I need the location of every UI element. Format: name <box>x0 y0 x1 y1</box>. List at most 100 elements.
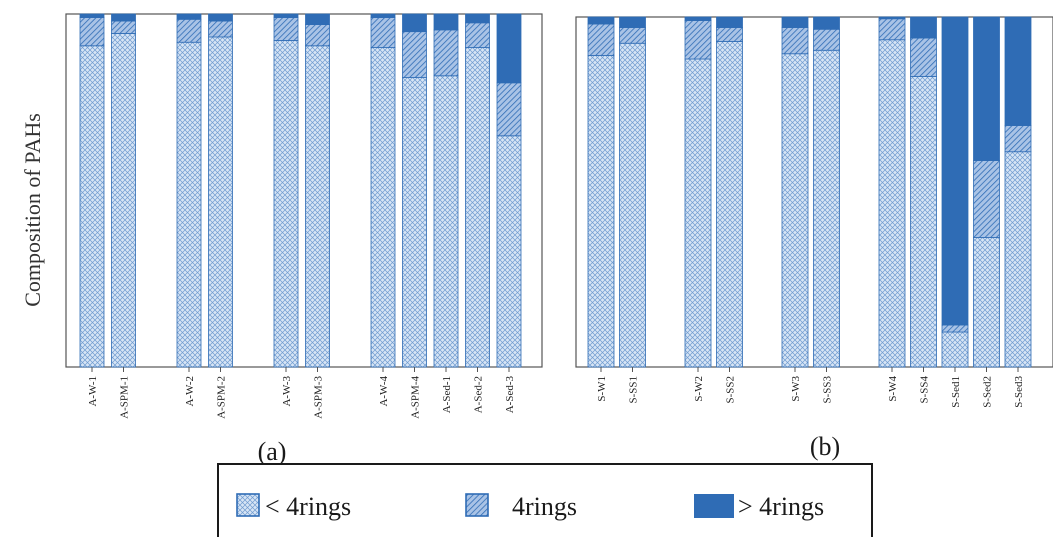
bar-b-s-sed3-gt4 <box>1004 16 1032 126</box>
panel-b-chart: S-W1 S-SS1 S-W2 S-SS2 S-W3 S-SS3 S-W4 S-SS4 S-Se… <box>575 16 1053 408</box>
bar-b-s-w1-lt4 <box>587 55 615 368</box>
bar-a-a-spm-4-lt4 <box>402 77 427 368</box>
bar-b-s-ss3-gt4 <box>813 16 840 30</box>
bar-b-s-sed3-4rings <box>1004 125 1032 153</box>
x-tick-label-b-9: S-Sed1 <box>950 376 962 408</box>
bar-b-s-w4-lt4 <box>878 39 906 368</box>
x-tick-label-b-2: S-SS1 <box>628 376 640 404</box>
x-tick-label-b-8: S-SS4 <box>919 376 931 404</box>
bar-a-a-spm-2-lt4 <box>208 36 233 368</box>
legend-label-gt4: > 4rings <box>738 492 824 521</box>
x-tick-label-a-1: A-W-1 <box>87 376 99 407</box>
bar-a-a-sed-2-lt4 <box>465 47 490 368</box>
x-tick-label-a-6: A-SPM-3 <box>313 376 325 419</box>
bar-b-s-w2-gt4 <box>684 16 712 21</box>
bar-b-s-sed1-gt4 <box>941 16 969 326</box>
x-tick-label-a-7: A-W-4 <box>378 376 390 407</box>
bar-a-a-spm-1-4rings <box>111 20 136 34</box>
bar-a-a-sed-1-gt4 <box>433 13 459 31</box>
bar-a-a-sed-2-gt4 <box>465 13 490 24</box>
bar-b-s-ss4-gt4 <box>910 16 937 39</box>
x-tick-label-b-5: S-W3 <box>790 376 802 402</box>
bar-b-s-w3-4rings <box>781 27 809 55</box>
bar-b-s-ss2-gt4 <box>716 16 743 28</box>
x-tick-label-a-9: A-Sed-1 <box>441 376 453 413</box>
x-tick-label-a-5: A-W-3 <box>281 376 293 407</box>
x-tick-label-a-10: A-Sed-2 <box>473 376 485 413</box>
bar-a-a-spm-2-gt4 <box>208 13 233 22</box>
bar-a-a-spm-4-gt4 <box>402 13 427 33</box>
y-axis-title: Composition of PAHs <box>20 113 45 307</box>
bar-a-a-w-1-gt4 <box>79 13 105 18</box>
bar-a-a-sed-1-lt4 <box>433 75 459 368</box>
x-tick-label-b-4: S-SS2 <box>725 376 737 404</box>
x-tick-label-b-7: S-W4 <box>887 376 899 402</box>
x-tick-label-a-8: A-SPM-4 <box>410 376 422 419</box>
legend-frame <box>217 463 873 537</box>
bar-a-a-w-4-4rings <box>370 17 396 48</box>
legend: < 4rings 4rings > 4rings <box>217 463 873 537</box>
bar-a-a-w-4-gt4 <box>370 13 396 18</box>
bar-a-a-sed-3-gt4 <box>496 13 522 84</box>
bar-b-s-ss1-lt4 <box>619 42 646 368</box>
bar-b-s-w1-gt4 <box>587 16 615 25</box>
bar-b-s-sed2-4rings <box>973 160 1000 238</box>
bar-a-a-w-3-4rings <box>273 17 299 41</box>
bar-a-a-spm-3-gt4 <box>305 13 330 25</box>
bar-a-a-w-3-lt4 <box>273 40 299 368</box>
bar-b-s-w3-lt4 <box>781 53 809 368</box>
legend-label-4rings: 4rings <box>512 492 577 521</box>
x-tick-label-a-2: A-SPM-1 <box>119 376 131 419</box>
bar-b-s-w3-gt4 <box>781 16 809 28</box>
bar-b-s-sed2-lt4 <box>973 237 1000 368</box>
x-tick-label-a-4: A-SPM-2 <box>216 376 228 419</box>
bar-b-s-sed2-gt4 <box>973 16 1000 161</box>
bar-a-a-w-2-4rings <box>176 18 202 43</box>
x-tick-label-b-3: S-W2 <box>693 376 705 402</box>
bar-a-a-w-3-gt4 <box>273 13 299 18</box>
bar-a-a-spm-3-4rings <box>305 24 330 47</box>
legend-label-lt4: < 4rings <box>265 492 351 521</box>
bar-a-a-w-1-4rings <box>79 17 105 47</box>
bar-b-s-ss1-4rings <box>619 27 646 44</box>
legend-swatch-gt4 <box>694 494 734 518</box>
bar-b-s-w4-gt4 <box>878 16 906 20</box>
bar-a-a-sed-3-4rings <box>496 82 522 137</box>
bar-a-a-spm-1-gt4 <box>111 13 136 22</box>
bar-b-s-w2-lt4 <box>684 58 712 368</box>
bar-b-s-ss2-4rings <box>716 27 743 42</box>
x-tick-label-b-6: S-SS3 <box>822 376 834 404</box>
bar-a-a-w-2-gt4 <box>176 13 202 20</box>
bar-b-s-ss3-lt4 <box>813 49 840 368</box>
bar-a-a-spm-2-4rings <box>208 20 233 38</box>
x-tick-label-b-1: S-W1 <box>596 376 608 402</box>
bar-b-s-ss2-lt4 <box>716 41 743 368</box>
bar-a-a-w-1-lt4 <box>79 45 105 368</box>
bar-b-s-w2-4rings <box>684 20 712 60</box>
x-tick-label-b-10: S-Sed2 <box>982 376 994 408</box>
legend-swatch-lt4 <box>236 493 260 517</box>
plot-frame-a <box>65 13 543 368</box>
bar-b-s-sed3-lt4 <box>1004 151 1032 368</box>
x-tick-label-b-11: S-Sed3 <box>1013 376 1025 408</box>
bar-b-s-w4-4rings <box>878 18 906 41</box>
bar-b-s-sed1-4rings <box>941 324 969 333</box>
bar-a-a-w-4-lt4 <box>370 47 396 368</box>
panel-b-label: (b) <box>810 432 840 461</box>
panel-a-label: (a) <box>258 437 287 466</box>
bar-b-s-ss3-4rings <box>813 28 840 51</box>
bar-b-s-w1-4rings <box>587 23 615 56</box>
bar-a-a-spm-4-4rings <box>402 31 427 78</box>
bar-b-s-ss1-gt4 <box>619 16 646 28</box>
legend-swatch-4rings <box>465 493 489 517</box>
panel-a-chart: A-W-1 A-SPM-1 A-W-2 A-SPM-2 A-W-3 A-SPM-3 A-W-… <box>65 13 543 419</box>
bar-a-a-sed-2-4rings <box>465 22 490 48</box>
bar-a-a-sed-1-4rings <box>433 29 459 77</box>
bar-a-a-spm-3-lt4 <box>305 45 330 368</box>
bar-a-a-sed-3-lt4 <box>496 135 522 368</box>
x-tick-label-a-11: A-Sed-3 <box>504 376 516 414</box>
bar-b-s-ss4-4rings <box>910 37 937 77</box>
x-tick-label-a-3: A-W-2 <box>184 376 196 407</box>
bar-a-a-spm-1-lt4 <box>111 33 136 368</box>
